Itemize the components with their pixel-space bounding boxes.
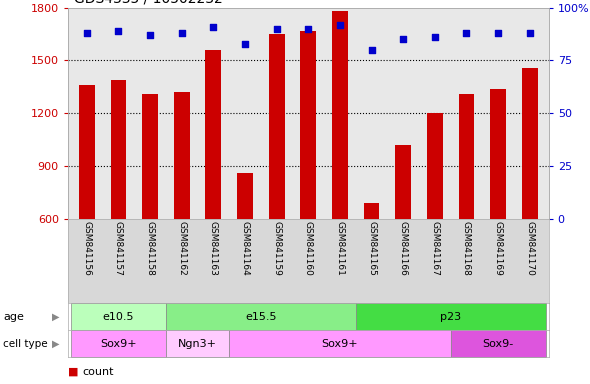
Point [493,30,503,36]
Bar [300,31,316,219]
Bar [71,330,166,357]
Bar [268,34,284,219]
Text: GSM841160: GSM841160 [304,220,313,275]
Bar [174,92,189,219]
Text: GSM841158: GSM841158 [146,220,155,275]
Bar [395,145,411,219]
Text: GSM841165: GSM841165 [367,220,376,275]
Text: count: count [83,367,114,377]
Point [462,30,471,36]
Point [240,41,250,47]
Text: GSM841169: GSM841169 [494,220,503,275]
Point [398,36,408,43]
Bar [79,85,95,219]
Point [367,47,376,53]
Text: GSM841161: GSM841161 [335,220,345,275]
Text: GSM841157: GSM841157 [114,220,123,275]
Point [430,34,440,40]
Bar [458,94,474,219]
Bar [490,89,506,219]
Point [272,26,281,32]
Text: e15.5: e15.5 [245,312,277,322]
Bar [427,113,442,219]
Text: GSM841156: GSM841156 [83,220,91,275]
Text: GSM841164: GSM841164 [241,220,250,275]
Bar [71,303,166,330]
Point [335,22,345,28]
Text: GSM841168: GSM841168 [462,220,471,275]
Text: Ngn3+: Ngn3+ [178,339,217,349]
Bar [205,50,221,219]
Bar [237,173,253,219]
Bar [332,11,348,219]
Point [303,26,313,32]
Text: e10.5: e10.5 [103,312,134,322]
Text: ▶: ▶ [51,312,59,322]
Bar [166,303,356,330]
Text: Sox9-: Sox9- [483,339,514,349]
Point [177,30,186,36]
Text: ▶: ▶ [51,339,59,349]
Bar [522,68,537,219]
Bar [166,330,229,357]
Text: cell type: cell type [3,339,48,349]
Point [525,30,535,36]
Text: GDS4335 / 10502232: GDS4335 / 10502232 [74,0,222,6]
Text: GSM841162: GSM841162 [177,220,186,275]
Text: GSM841167: GSM841167 [430,220,440,275]
Text: GSM841159: GSM841159 [272,220,281,275]
Bar [110,80,126,219]
Text: ■: ■ [68,367,82,377]
Text: GSM841163: GSM841163 [209,220,218,275]
Point [82,30,91,36]
Text: p23: p23 [440,312,461,322]
Point [114,28,123,34]
Bar [451,330,546,357]
Text: GSM841166: GSM841166 [399,220,408,275]
Bar [142,94,158,219]
Point [209,24,218,30]
Point [145,32,155,38]
Bar [363,203,379,219]
Text: GSM841170: GSM841170 [525,220,534,275]
Bar [229,330,451,357]
Bar [356,303,546,330]
Text: age: age [3,312,24,322]
Text: Sox9+: Sox9+ [100,339,137,349]
Text: Sox9+: Sox9+ [322,339,358,349]
